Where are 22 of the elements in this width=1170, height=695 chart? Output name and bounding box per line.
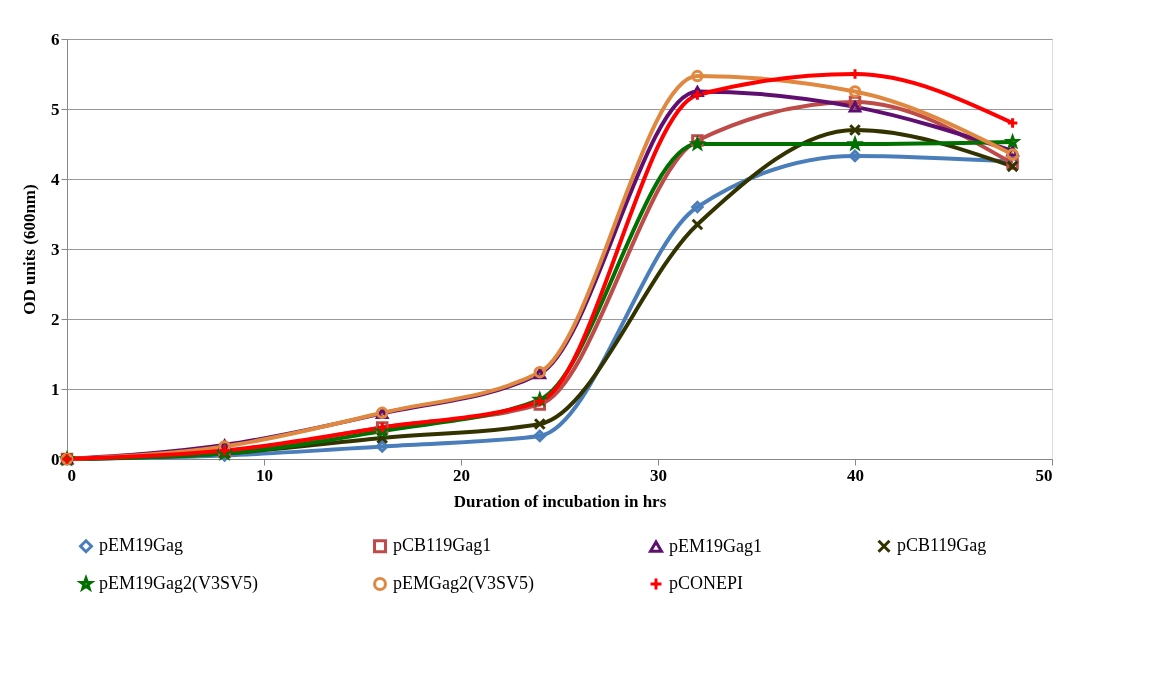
y-tick-label: 4 bbox=[51, 169, 60, 189]
x-tick-label: 0 bbox=[67, 465, 76, 485]
x-tick-label: 50 bbox=[1035, 465, 1053, 485]
y-tick-label: 6 bbox=[51, 29, 60, 49]
legend-label: pCB119Gag bbox=[897, 535, 987, 556]
legend-label: pCONEPI bbox=[669, 573, 744, 593]
y-tick-label: 2 bbox=[51, 309, 60, 329]
legend-label: pEM19Gag1 bbox=[669, 535, 762, 556]
x-tick-label: 30 bbox=[650, 465, 667, 485]
y-tick-label: 0 bbox=[51, 449, 60, 469]
x-tick-label: 10 bbox=[256, 465, 273, 485]
x-axis-title: Duration of incubation in hrs bbox=[453, 491, 667, 511]
y-tick-label: 3 bbox=[51, 239, 60, 259]
y-tick-label: 5 bbox=[51, 99, 60, 119]
legend-label: pEMGag2(V3SV5) bbox=[393, 573, 534, 594]
y-tick-label: 1 bbox=[51, 379, 60, 399]
legend-label: pEM19Gag2(V3SV5) bbox=[99, 573, 258, 594]
x-tick-label: 20 bbox=[453, 465, 470, 485]
y-axis-title: OD units (600nm) bbox=[20, 184, 39, 315]
x-tick-label: 40 bbox=[847, 465, 864, 485]
legend-label: pCB119Gag1 bbox=[393, 535, 492, 556]
legend-label: pEM19Gag bbox=[99, 535, 183, 556]
